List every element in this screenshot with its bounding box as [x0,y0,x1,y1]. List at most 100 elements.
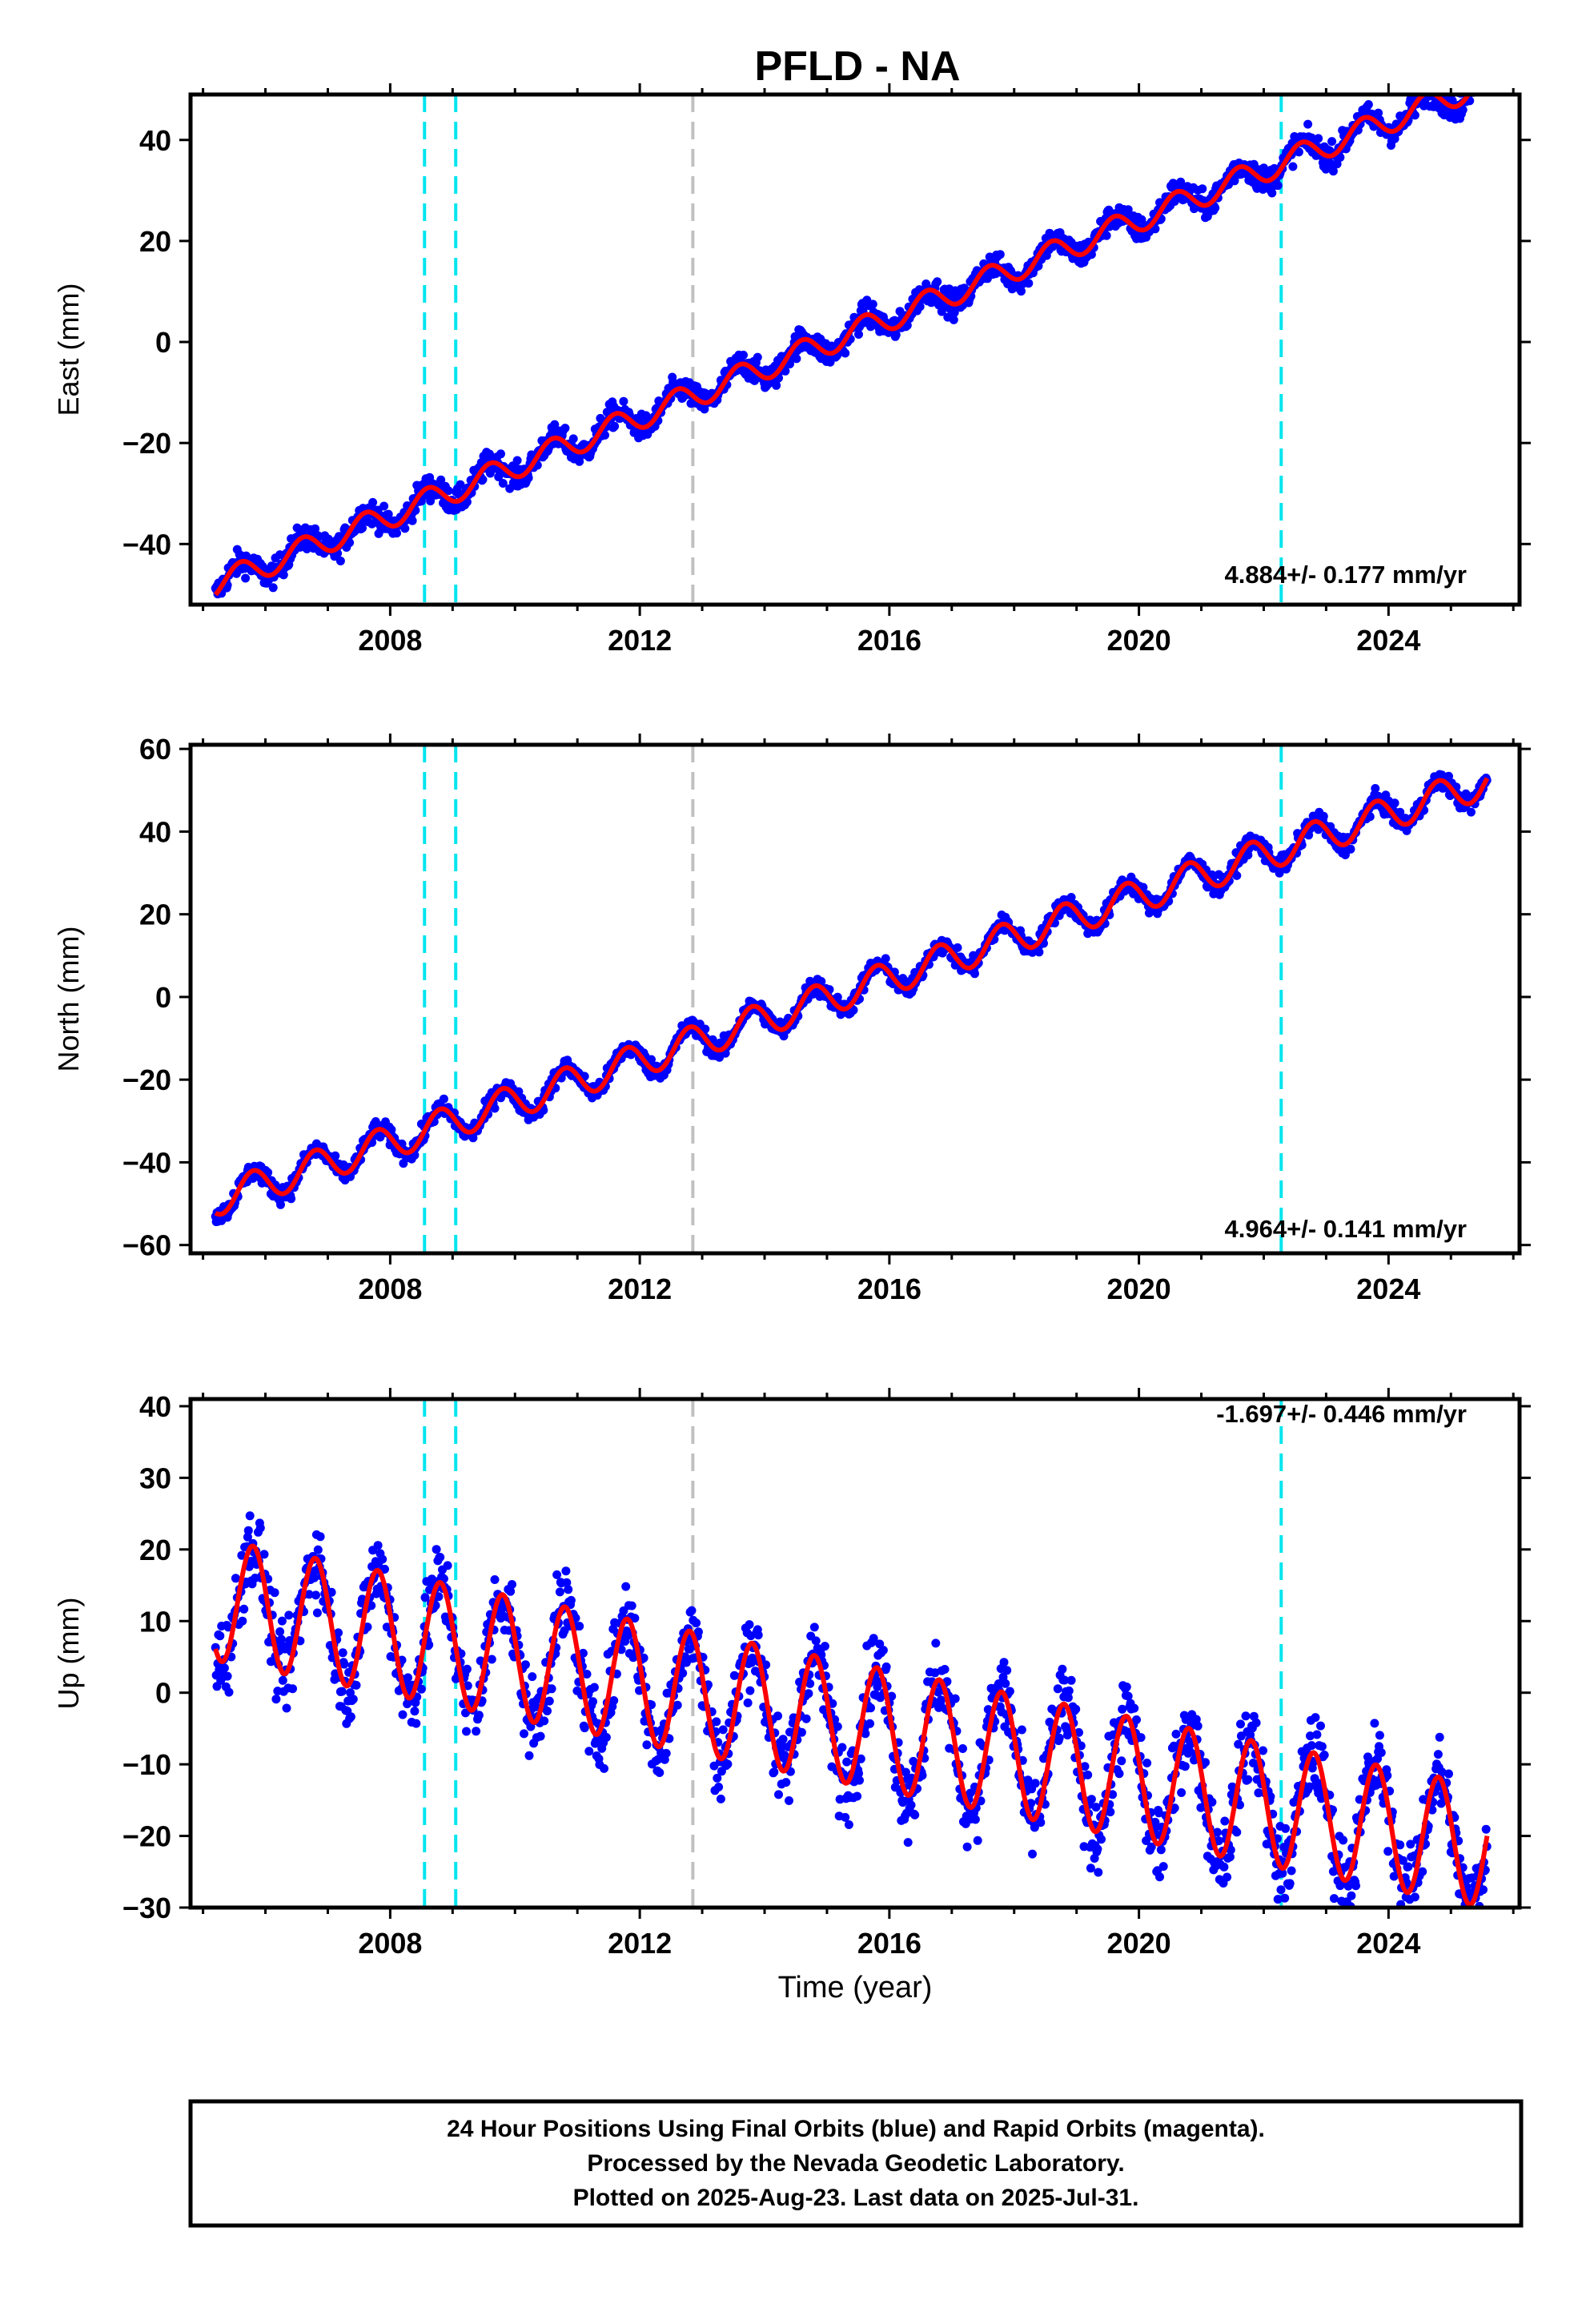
data-point [693,1627,703,1637]
data-point [673,1700,682,1710]
data-point [436,1553,445,1562]
data-point [1468,78,1476,86]
data-point [1241,1711,1251,1721]
data-point [540,1716,549,1726]
data-point [337,1687,347,1696]
data-point [485,449,494,459]
data-point [1086,1795,1096,1804]
data-point [878,1646,888,1655]
data-point [1086,1864,1095,1873]
data-point [1220,1816,1230,1826]
x-tick-label: 2012 [608,624,672,657]
data-point [339,1659,349,1669]
data-point [868,300,877,309]
data-point [1483,68,1492,77]
data-point [842,1757,852,1767]
data-point [566,1595,576,1605]
data-point [398,1710,408,1719]
data-point [346,1712,355,1722]
y-tick-label: 20 [139,225,171,258]
data-point [781,366,790,376]
data-point [288,1684,297,1694]
data-point [231,1574,240,1583]
data-point [275,1627,285,1636]
data-point [1281,1823,1291,1833]
data-point [1415,84,1424,93]
data-point [627,1601,636,1610]
data-point [1374,108,1383,118]
data-point [589,1683,599,1692]
data-point [753,352,762,362]
data-point [1080,1762,1090,1771]
data-point [1476,81,1484,90]
data-point [841,348,850,358]
data-point [335,557,345,565]
data-point [995,250,1005,259]
data-point [490,1575,500,1584]
data-point [739,350,748,360]
data-point [1267,188,1277,198]
data-point [508,1580,516,1589]
data-point [487,1655,496,1664]
data-point [1262,1839,1271,1849]
data-point [619,396,628,406]
data-point [1471,78,1480,87]
data-point [1201,1758,1210,1767]
data-point [1158,1862,1168,1872]
data-point [817,977,826,986]
data-point [278,1675,287,1685]
data-point [1423,82,1432,91]
data-point [561,1566,571,1576]
plot-frame [188,742,1522,1256]
data-point [1146,1842,1156,1852]
data-point [331,1151,340,1160]
data-point [334,1628,343,1638]
data-point [809,1622,819,1632]
y-tick-label: 20 [139,899,171,931]
data-point [1230,176,1239,186]
data-point [547,1684,556,1694]
data-point [1473,81,1482,90]
data-point [584,1747,594,1756]
data-point [312,1608,322,1618]
data-point [287,1194,296,1204]
data-point [1294,147,1303,157]
data-point [958,1744,967,1753]
data-point [797,1727,806,1737]
data-point [439,1094,448,1104]
data-point [1410,111,1419,120]
data-point [844,1820,853,1829]
data-point [404,1673,412,1683]
x-tick-label: 2016 [857,624,921,657]
data-point [661,1748,671,1758]
data-point [1259,1746,1267,1755]
data-point [1017,287,1026,296]
data-point [1235,1800,1244,1810]
data-point [973,1835,982,1845]
data-point [580,1723,589,1733]
data-point [609,1696,619,1705]
data-point [653,1755,663,1764]
data-point [855,1775,864,1785]
data-point [550,420,560,429]
data-point [1467,72,1476,81]
data-point [745,1620,754,1630]
data-point [1472,85,1480,94]
data-point [610,421,620,431]
data-point [1251,1718,1261,1727]
data-point [1118,1704,1127,1714]
data-points [211,1511,1492,1908]
y-tick-label: −40 [122,1146,171,1179]
y-tick-label: −60 [122,1229,171,1262]
data-point [1024,279,1034,288]
data-point [785,360,794,368]
data-point [833,1722,842,1731]
data-point [588,1697,597,1707]
data-point [472,1727,481,1736]
data-point [1444,771,1453,781]
data-point [1432,84,1441,93]
data-point [930,1668,940,1678]
data-point [601,1733,611,1742]
data-point [560,424,570,433]
